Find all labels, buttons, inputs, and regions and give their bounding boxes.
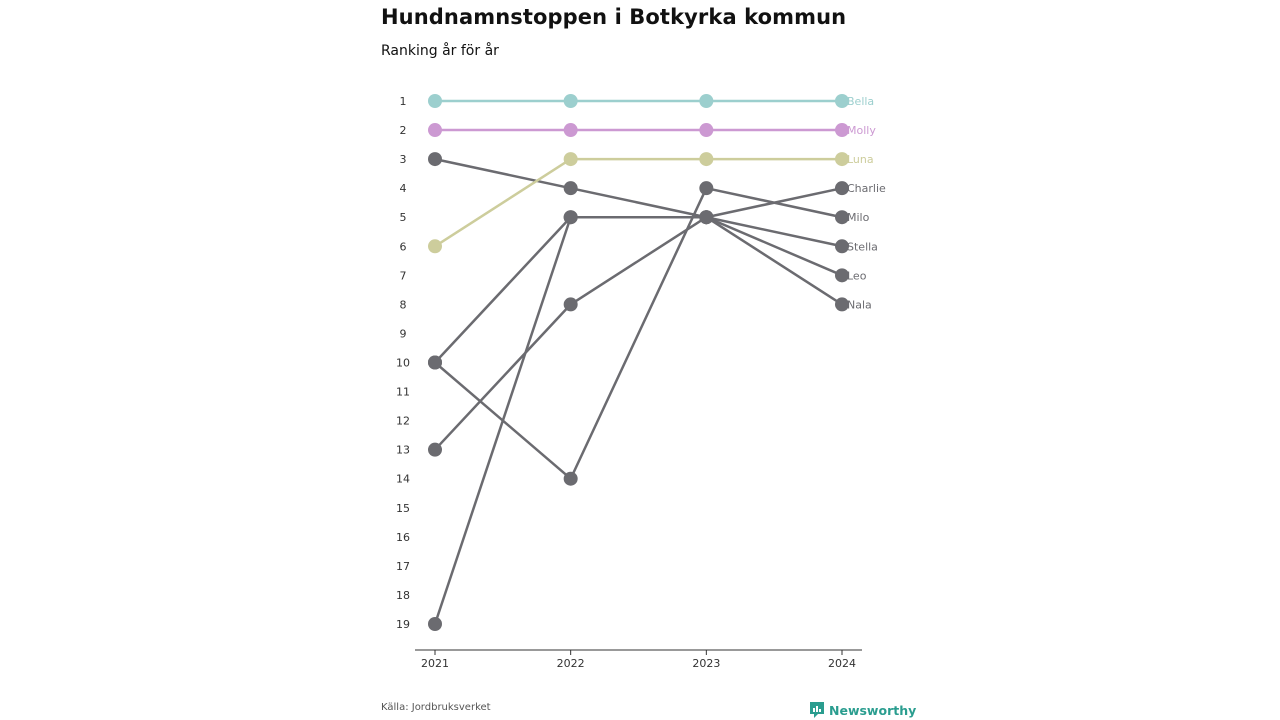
data-point-leo <box>428 355 442 370</box>
series-line-nala <box>434 215 843 451</box>
y-tick-label: 8 <box>400 298 407 311</box>
y-tick-label: 16 <box>396 531 410 544</box>
y-tick-label: 10 <box>396 357 410 370</box>
x-tick-label: 2021 <box>421 657 449 670</box>
y-tick-label: 7 <box>400 269 407 282</box>
brand-logo[interactable]: Newsworthy <box>809 701 916 719</box>
series-line-stella <box>434 157 843 248</box>
chart-subtitle: Ranking år för år <box>381 43 499 59</box>
chart-title: Hundnamnstoppen i Botkyrka kommun <box>381 5 847 29</box>
y-tick-label: 11 <box>396 386 410 399</box>
data-point-stella <box>428 152 442 167</box>
newsworthy-logo-icon <box>810 702 824 718</box>
data-point-nala <box>563 297 578 312</box>
x-axis: 2021 2022 2023 2024 <box>415 649 862 670</box>
brand-name: Newsworthy <box>829 702 917 718</box>
data-point-nala <box>699 210 714 225</box>
data-point-nala <box>428 442 442 457</box>
series-points <box>428 94 849 631</box>
data-point-bella <box>563 94 578 108</box>
y-tick-label: 18 <box>396 589 410 602</box>
data-point-luna <box>699 152 714 167</box>
series-label-nala: Nala <box>847 298 872 311</box>
data-point-charlie <box>428 617 442 631</box>
series-line-milo <box>434 186 843 480</box>
data-point-luna <box>428 239 442 254</box>
data-point-bella <box>699 94 714 108</box>
x-tick-label: 2022 <box>557 657 585 670</box>
data-point-molly <box>835 123 849 138</box>
y-tick-label: 6 <box>400 240 407 253</box>
data-point-molly <box>699 123 714 138</box>
y-tick-label: 19 <box>396 618 410 631</box>
series-labels: Charlie Milo Stella Leo Nala Bella Molly Luna <box>847 95 886 311</box>
data-point-milo <box>563 471 578 486</box>
data-point-charlie <box>835 181 849 196</box>
series-label-charlie: Charlie <box>847 182 886 195</box>
data-point-luna <box>563 152 578 167</box>
data-point-milo <box>835 210 849 225</box>
series-label-molly: Molly <box>847 124 876 137</box>
data-point-milo <box>699 181 714 196</box>
data-point-bella <box>428 94 442 108</box>
series-lines <box>433 99 843 625</box>
x-tick-label: 2024 <box>828 657 856 670</box>
data-point-stella <box>835 239 849 254</box>
y-tick-label: 15 <box>396 502 410 515</box>
y-tick-label: 12 <box>396 415 410 428</box>
y-tick-label: 2 <box>400 124 407 137</box>
x-tick-label: 2023 <box>692 657 720 670</box>
series-label-milo: Milo <box>847 211 870 224</box>
series-line-charlie <box>433 186 843 625</box>
y-tick-label: 13 <box>396 444 410 457</box>
source-note: Källa: Jordbruksverket <box>381 702 491 713</box>
data-point-stella <box>563 181 578 196</box>
y-tick-label: 5 <box>400 211 407 224</box>
data-point-bella <box>835 94 849 108</box>
y-tick-label: 17 <box>396 560 410 573</box>
y-tick-label: 14 <box>396 473 410 486</box>
data-point-molly <box>428 123 442 138</box>
series-line-luna <box>434 157 842 248</box>
data-point-molly <box>563 123 578 138</box>
data-point-nala <box>835 297 849 312</box>
y-tick-label: 1 <box>400 95 407 108</box>
y-tick-label: 3 <box>400 153 407 166</box>
y-tick-label: 9 <box>400 327 407 340</box>
series-label-stella: Stella <box>847 240 878 253</box>
series-label-bella: Bella <box>847 95 874 108</box>
series-label-leo: Leo <box>847 269 867 282</box>
series-line-leo <box>434 215 843 364</box>
data-point-leo <box>563 210 578 225</box>
y-tick-label: 4 <box>400 182 407 195</box>
data-point-luna <box>835 152 849 167</box>
data-point-leo <box>835 268 849 283</box>
series-label-luna: Luna <box>847 153 874 166</box>
